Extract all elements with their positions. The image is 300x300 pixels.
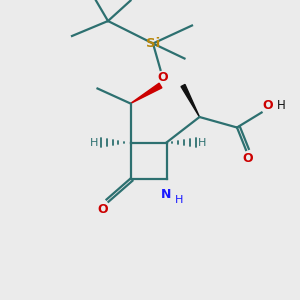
Text: H: H [175,195,183,205]
Text: O: O [158,70,168,84]
Text: H: H [90,137,98,148]
Text: N: N [161,188,172,201]
Text: H: H [198,137,206,148]
Text: O: O [98,202,108,216]
Text: Si: Si [146,37,160,50]
Polygon shape [130,83,162,104]
Polygon shape [181,85,200,117]
Text: H: H [277,99,286,112]
Text: O: O [242,152,253,165]
Text: O: O [262,99,273,112]
